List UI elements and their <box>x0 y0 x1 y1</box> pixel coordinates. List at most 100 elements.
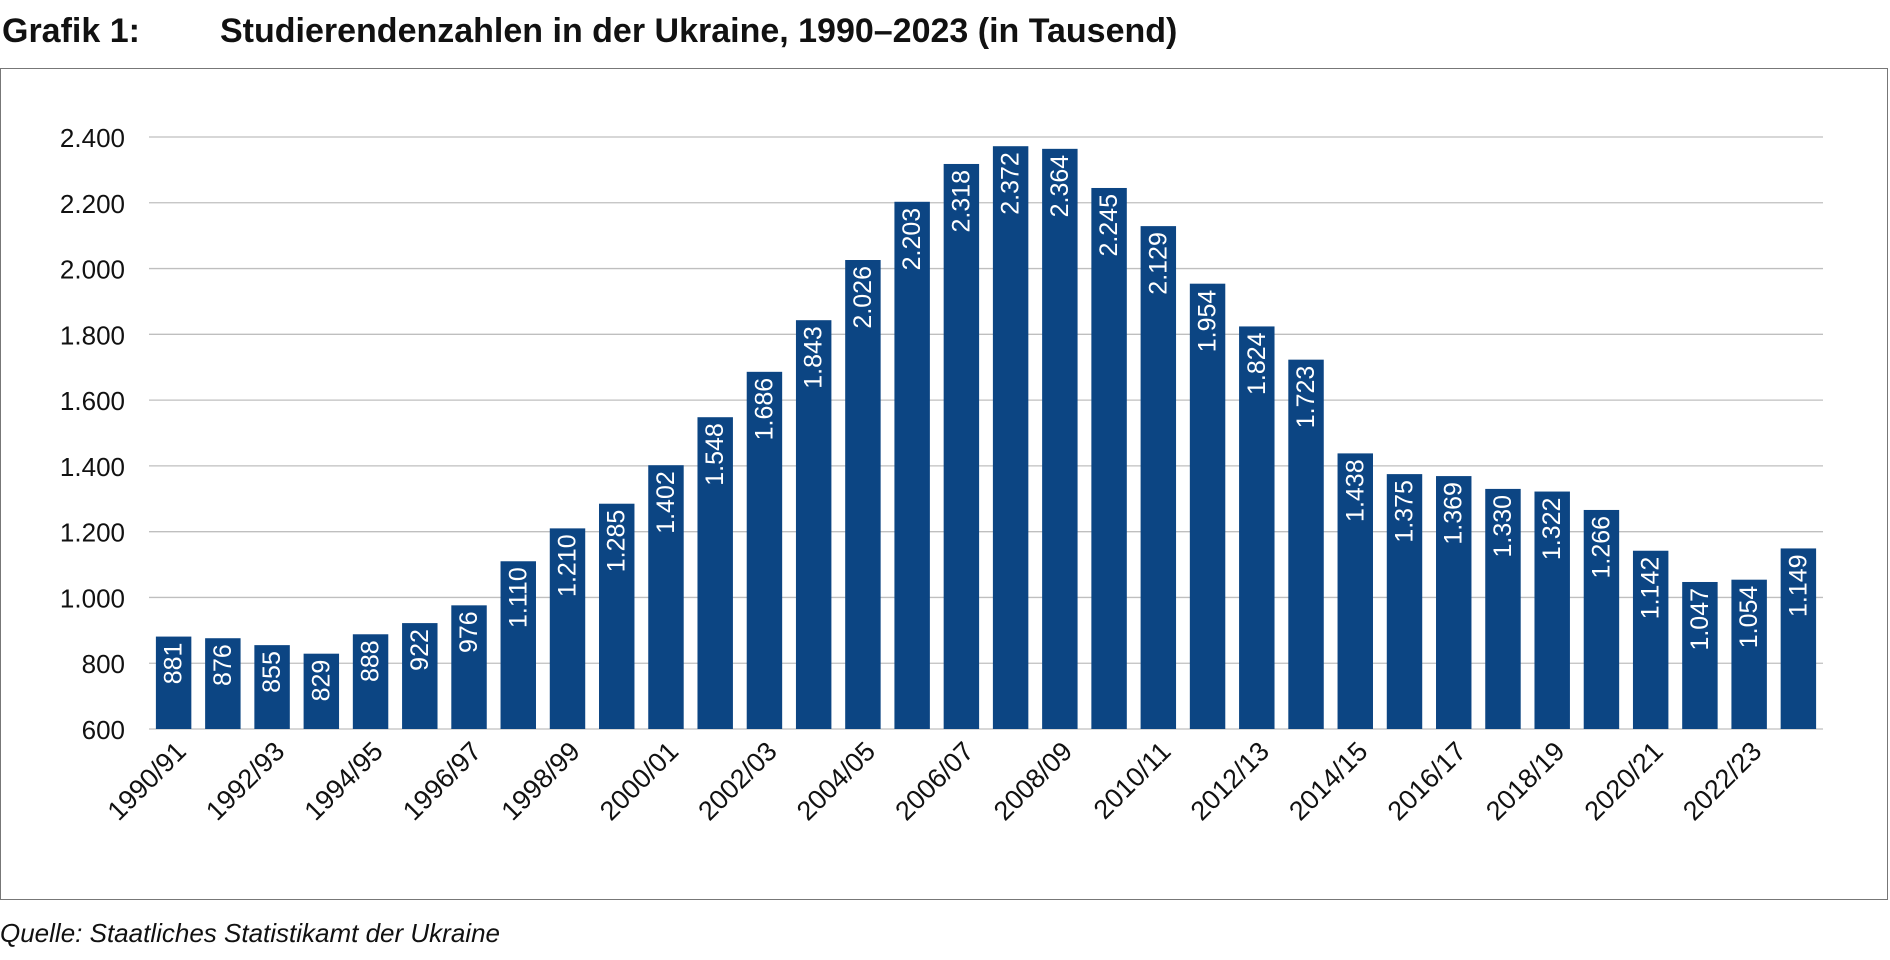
bar <box>1731 579 1767 729</box>
bar <box>549 528 586 729</box>
bar <box>500 561 536 729</box>
bar <box>254 645 290 729</box>
x-tick-label: 1994/95 <box>299 736 389 826</box>
data-labels: 881 876 855 829 888 922 976 1.110 1.210 1.285 1.40… <box>160 152 1813 701</box>
x-tick-label: 2016/17 <box>1382 736 1472 826</box>
y-tick-label: 1.600 <box>60 386 125 416</box>
bar <box>303 653 340 729</box>
x-tick-label: 1990/91 <box>102 736 192 826</box>
bar <box>1534 491 1570 729</box>
bar <box>795 320 832 729</box>
bar <box>1780 548 1817 729</box>
bar-chart: 600 800 1.000 1.200 1.400 1.600 1.800 2.000 2.20… <box>60 123 1823 826</box>
bar <box>1386 474 1423 729</box>
data-label: 855 <box>258 651 286 693</box>
bar <box>599 503 635 729</box>
bars <box>155 146 1817 730</box>
x-tick-label: 2022/23 <box>1677 736 1767 826</box>
bar <box>1239 326 1275 729</box>
data-label: 1.110 <box>504 567 532 628</box>
bar <box>1436 476 1472 729</box>
data-label: 1.210 <box>554 534 582 597</box>
y-tick-label: 1.000 <box>60 583 125 613</box>
data-label: 1.149 <box>1784 554 1812 617</box>
y-tick-label: 2.200 <box>60 189 125 219</box>
data-label: 1.322 <box>1538 498 1566 561</box>
data-label: 1.438 <box>1341 459 1369 522</box>
x-tick-label: 1998/99 <box>496 736 586 826</box>
bar <box>1337 453 1373 729</box>
bar <box>1682 581 1718 729</box>
data-label: 1.369 <box>1440 482 1468 545</box>
x-tick-label: 1992/93 <box>200 736 290 826</box>
x-tick-label: 2018/19 <box>1480 736 1570 826</box>
bar <box>352 634 389 729</box>
y-tick-label: 2.000 <box>60 255 125 285</box>
x-tick-label: 2002/03 <box>692 736 782 826</box>
data-label: 1.548 <box>701 423 729 486</box>
data-label: 829 <box>307 660 335 702</box>
data-label: 881 <box>160 643 188 685</box>
y-tick-label: 2.400 <box>60 123 125 153</box>
bar <box>697 417 733 729</box>
y-tick-label: 1.800 <box>60 320 125 350</box>
x-tick-labels: 1990/91 1992/93 1994/95 1996/97 1998/99 2000/… <box>102 736 1768 826</box>
bar <box>1140 226 1177 729</box>
y-tick-label: 1.400 <box>60 452 125 482</box>
bar <box>746 371 783 729</box>
data-label: 2.203 <box>898 208 926 271</box>
x-tick-label: 2012/13 <box>1185 736 1275 826</box>
data-label: 2.026 <box>849 266 877 329</box>
data-label: 1.266 <box>1587 516 1615 579</box>
figure-number: Grafik 1: <box>2 12 140 50</box>
bar <box>992 146 1029 730</box>
bar <box>451 605 487 729</box>
data-label: 2.129 <box>1144 232 1172 295</box>
x-tick-label: 2020/21 <box>1579 736 1669 826</box>
bar <box>1091 187 1127 729</box>
bar <box>1485 488 1521 729</box>
data-label: 888 <box>357 640 385 682</box>
bar <box>1632 550 1669 729</box>
bar <box>1189 283 1226 729</box>
data-label: 1.054 <box>1735 586 1763 649</box>
gridlines <box>149 136 1823 730</box>
data-label: 1.402 <box>652 471 680 534</box>
data-label: 1.686 <box>750 378 778 441</box>
x-tick-label: 2006/07 <box>889 736 979 826</box>
x-tick-label: 2004/05 <box>791 736 881 826</box>
bar <box>1042 148 1078 730</box>
data-label: 2.245 <box>1095 194 1123 257</box>
data-label: 1.375 <box>1391 480 1419 543</box>
data-label: 1.723 <box>1292 366 1320 429</box>
data-label: 922 <box>406 629 434 671</box>
y-tick-labels: 600 800 1.000 1.200 1.400 1.600 1.800 2.000 2.20… <box>60 123 125 745</box>
x-tick-label: 2014/15 <box>1283 736 1373 826</box>
bar <box>155 636 192 729</box>
data-label: 1.285 <box>603 510 631 573</box>
data-label: 1.824 <box>1243 332 1271 395</box>
data-label: 1.142 <box>1637 557 1665 620</box>
data-label: 1.330 <box>1489 495 1517 558</box>
y-tick-label: 1.200 <box>60 518 125 548</box>
x-tick-label: 1996/97 <box>397 736 487 826</box>
y-tick-label: 800 <box>82 649 125 679</box>
y-tick-label: 600 <box>82 715 125 745</box>
data-label: 1.047 <box>1686 588 1714 651</box>
figure-title-text: Studierendenzahlen in der Ukraine, 1990–… <box>220 12 1178 50</box>
bar <box>894 201 930 729</box>
source-note: Quelle: Staatliches Statistikamt der Ukr… <box>0 918 500 948</box>
bar <box>205 638 241 729</box>
bar <box>1288 359 1324 729</box>
data-label: 976 <box>455 611 483 653</box>
bar <box>1583 509 1620 729</box>
bar <box>845 260 881 729</box>
data-label: 1.954 <box>1194 290 1222 353</box>
bar <box>402 623 438 729</box>
x-tick-label: 2010/11 <box>1088 736 1177 825</box>
bar <box>648 465 684 729</box>
data-label: 2.372 <box>997 152 1025 215</box>
x-tick-label: 2008/09 <box>988 736 1078 826</box>
data-label: 876 <box>209 644 237 686</box>
bar <box>943 163 980 730</box>
